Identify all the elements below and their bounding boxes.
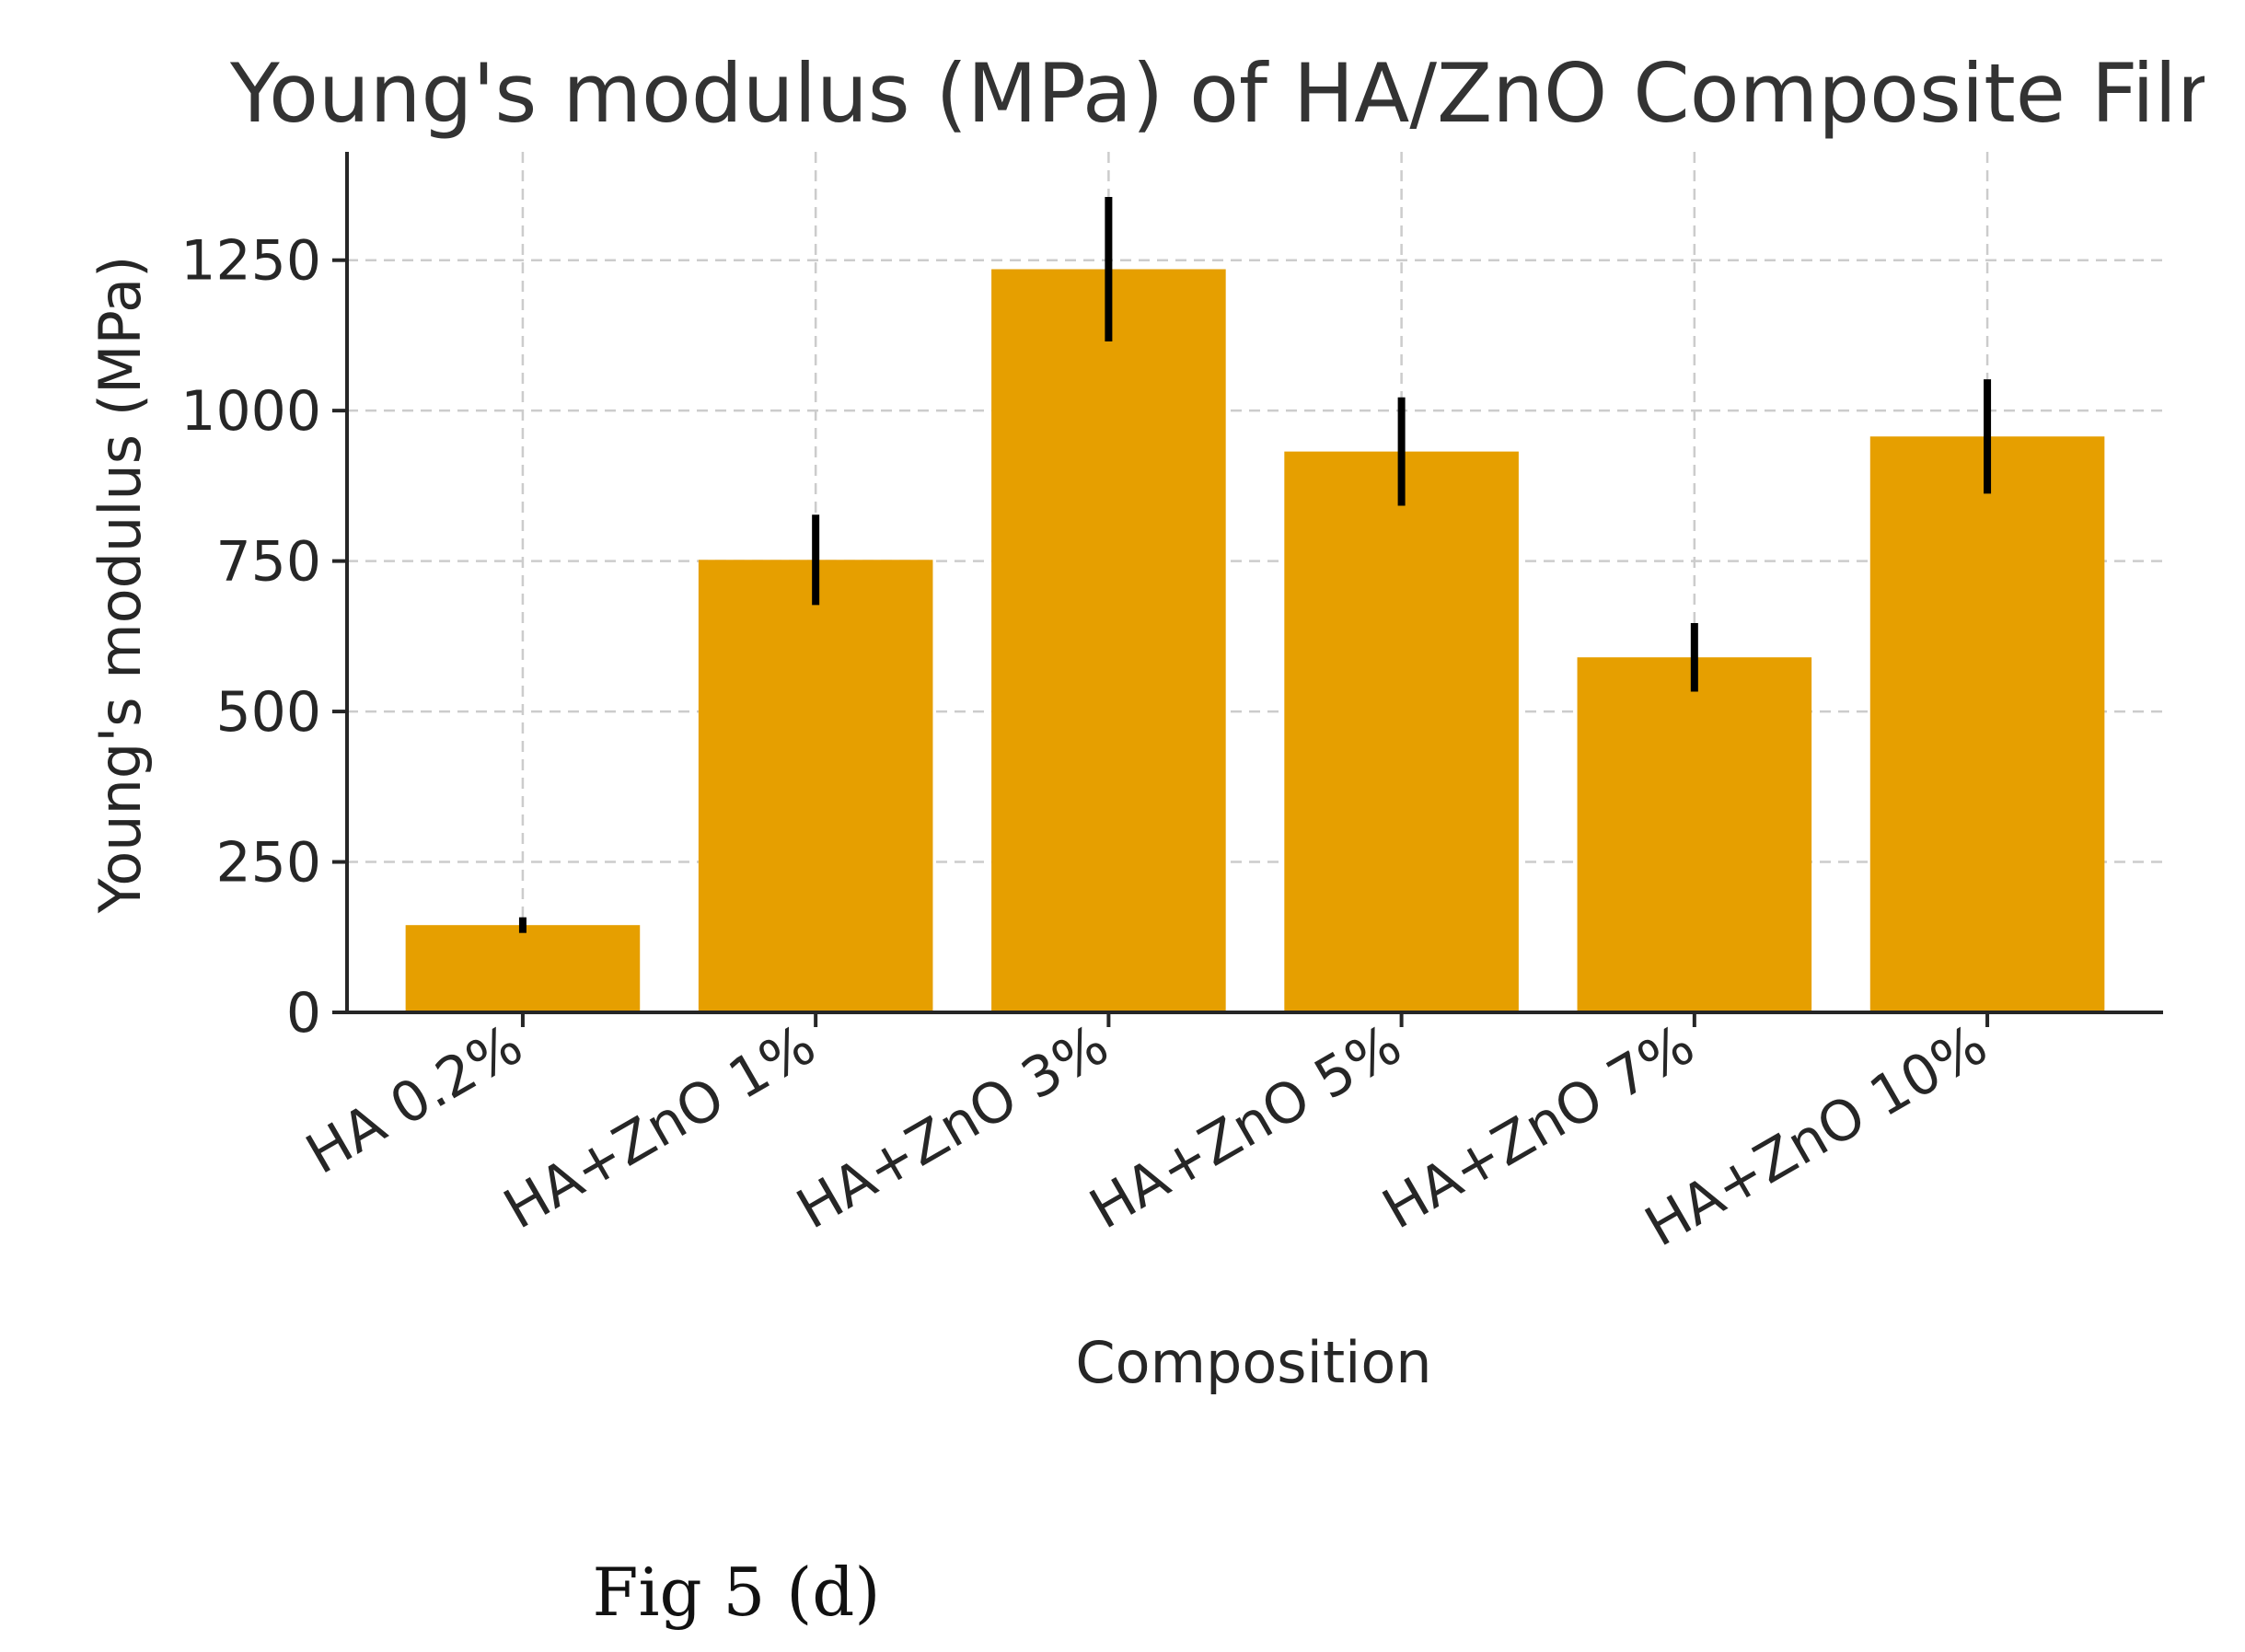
y-tick-label: 1000	[180, 379, 321, 444]
y-axis-ticks: 0 250 500 750 1000 1250	[180, 229, 347, 1045]
x-tick-label: HA+ZnO 3%	[786, 1012, 1119, 1242]
x-tick-label: HA 0.2%	[295, 1012, 533, 1186]
y-tick-label: 1250	[180, 229, 321, 294]
y-tick-label: 500	[215, 680, 321, 745]
bar	[1284, 451, 1519, 1013]
x-axis-ticks: HA 0.2%HA+ZnO 1%HA+ZnO 3%HA+ZnO 5%HA+ZnO…	[295, 1012, 1998, 1260]
x-tick-label: HA+ZnO 1%	[493, 1012, 827, 1242]
x-axis-label: Composition	[1075, 1329, 1431, 1396]
y-gridlines	[347, 259, 2163, 863]
bar	[405, 925, 641, 1012]
y-tick-label: 0	[286, 981, 321, 1045]
bar	[1869, 436, 2105, 1012]
x-tick-label: HA+ZnO 5%	[1080, 1012, 1413, 1242]
bar	[698, 560, 933, 1012]
axes	[345, 152, 2163, 1014]
chart-title: Young's modulus (MPa) of HA/ZnO Composit…	[229, 46, 2245, 141]
y-axis-label: Young's modulus (MPa)	[87, 256, 154, 915]
bars	[405, 269, 2105, 1013]
y-tick-label: 250	[215, 831, 321, 895]
bar	[1577, 657, 1812, 1012]
bar	[991, 269, 1226, 1012]
y-tick-label: 750	[215, 530, 321, 595]
figure-caption: Fig 5 (d)	[593, 1554, 881, 1631]
error-bars	[518, 197, 1992, 933]
